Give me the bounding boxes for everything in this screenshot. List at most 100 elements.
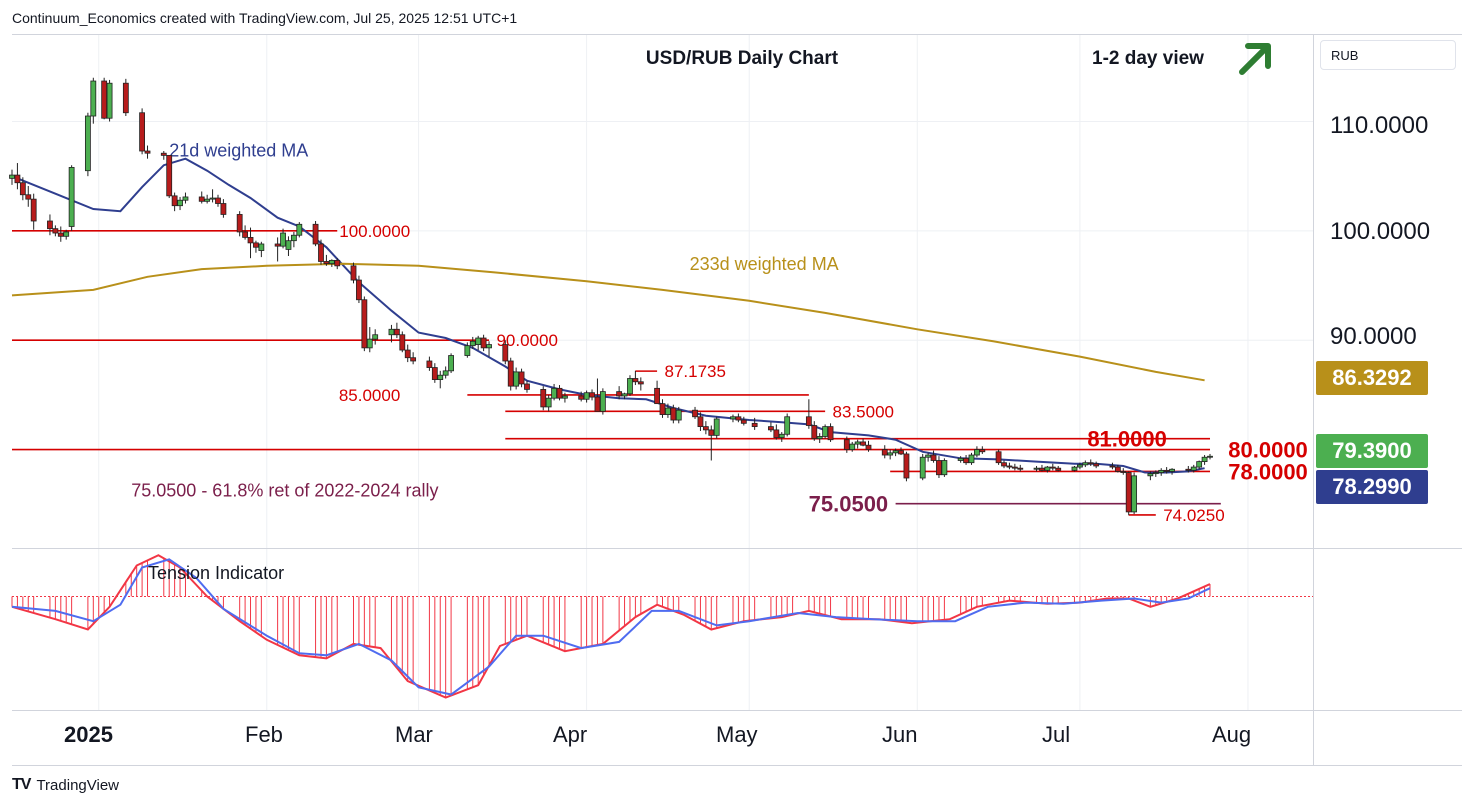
candle-body	[350, 265, 357, 281]
candle-body	[215, 197, 221, 204]
candle-body	[632, 378, 639, 383]
candle-body	[692, 409, 698, 418]
candle-body	[475, 337, 482, 345]
candle-body	[654, 387, 660, 405]
candle-body	[328, 259, 335, 265]
candle-body	[1125, 472, 1132, 513]
candle-body	[426, 360, 433, 368]
candle-body	[220, 203, 227, 215]
candle-body	[540, 389, 547, 408]
candle-body	[171, 195, 178, 207]
candle-body	[545, 397, 552, 408]
candle-body	[486, 344, 492, 349]
candle-body	[464, 345, 471, 356]
candle-body	[404, 349, 411, 359]
level-label: 80.0000	[1228, 438, 1308, 463]
candle-body	[963, 457, 969, 464]
ma233-price-label: 86.3292	[1316, 361, 1428, 395]
candle-body	[1114, 466, 1121, 472]
candle-body	[854, 441, 861, 445]
candle-body	[47, 220, 53, 230]
level-label: 78.0000	[1228, 459, 1308, 484]
candle-body	[290, 234, 297, 242]
x-label-aug: Aug	[1212, 722, 1252, 747]
candle-body	[1082, 462, 1089, 466]
candle-body	[1120, 471, 1127, 473]
candle-body	[659, 403, 666, 415]
candle-body	[258, 243, 265, 251]
currency-selector[interactable]: RUB	[1320, 40, 1456, 70]
candle-body	[903, 453, 910, 479]
candle-body	[627, 378, 633, 395]
level-label: 85.0000	[339, 386, 400, 405]
candle-body	[296, 223, 303, 236]
x-label-mar: Mar	[395, 722, 433, 747]
arrow-shaft	[1239, 45, 1269, 75]
candle-body	[1196, 461, 1203, 468]
candle-body	[253, 242, 259, 248]
ma233-line	[11, 262, 1205, 382]
candle-body	[431, 367, 438, 380]
tradingview-brand: TradingView	[36, 776, 119, 794]
candle-body	[784, 416, 791, 435]
level-label: 90.0000	[496, 331, 557, 350]
candle-body	[480, 337, 487, 349]
candle-body	[1093, 463, 1100, 467]
candle-body	[1006, 465, 1013, 468]
candle-body	[811, 425, 818, 440]
candle-body	[469, 340, 476, 347]
chart-attribution: Continuum_Economics created with Trading…	[12, 10, 518, 26]
candle-body	[979, 449, 986, 453]
candle-body	[1033, 467, 1040, 470]
candle-body	[513, 371, 520, 387]
candle-body	[502, 344, 509, 362]
candle-body	[843, 439, 850, 450]
chart-labels: USD/RUB Daily Chart 1-2 day view 75.0500 -…	[131, 48, 1204, 501]
level-label: 81.0000	[1087, 427, 1167, 452]
tension-signal-line	[11, 558, 1211, 696]
candle-body	[30, 198, 37, 222]
price-levels: 100.0000 90.0000 87.1735 85.0000 83.5000 81.0…	[12, 222, 1308, 525]
candle-body	[936, 460, 942, 476]
candle-body	[974, 449, 980, 456]
candle-body	[122, 82, 129, 114]
candle-body	[1044, 466, 1051, 471]
last-price-label: 79.3900	[1316, 434, 1428, 468]
tradingview-logo[interactable]: TV TradingView	[12, 776, 119, 794]
candle-body	[204, 198, 211, 202]
candle-body	[524, 383, 530, 390]
candle-body	[599, 391, 606, 412]
candle-body	[166, 154, 173, 197]
candle-body	[1109, 465, 1116, 468]
view-label: 1-2 day view	[1092, 48, 1204, 69]
candle-body	[1049, 466, 1056, 469]
candle-body	[957, 457, 964, 461]
candle-body	[160, 152, 167, 156]
candle-body	[177, 199, 183, 207]
candle-body	[106, 82, 113, 119]
candle-body	[1131, 475, 1138, 513]
candle-body	[84, 115, 91, 172]
chart-title: USD/RUB Daily Chart	[646, 48, 839, 69]
candle-body	[589, 392, 595, 398]
candle-body	[1169, 468, 1175, 472]
candle-body	[892, 450, 899, 454]
level-label: 74.0250	[1163, 506, 1224, 525]
y-tick-label-110: 110.0000	[1330, 112, 1429, 139]
candle-body	[1077, 464, 1083, 468]
candle-body	[1011, 466, 1018, 469]
tension-indicator: Tension Indicator	[11, 554, 1313, 699]
candle-body	[751, 422, 758, 428]
level-label: 100.0000	[339, 222, 410, 241]
retracement-annotation: 75.0500 - 61.8% ret of 2022-2024 rally	[131, 481, 438, 501]
candle-body	[399, 334, 406, 351]
candle-body	[594, 396, 601, 412]
candle-body	[941, 460, 948, 476]
ma233-label: 233d weighted MA	[690, 254, 839, 274]
candle-body	[583, 392, 590, 400]
candle-body	[442, 370, 449, 376]
candle-body	[25, 194, 32, 200]
view-arrow-icon	[1239, 43, 1271, 75]
candle-body	[1071, 466, 1078, 471]
x-label-2025: 2025	[64, 722, 113, 747]
